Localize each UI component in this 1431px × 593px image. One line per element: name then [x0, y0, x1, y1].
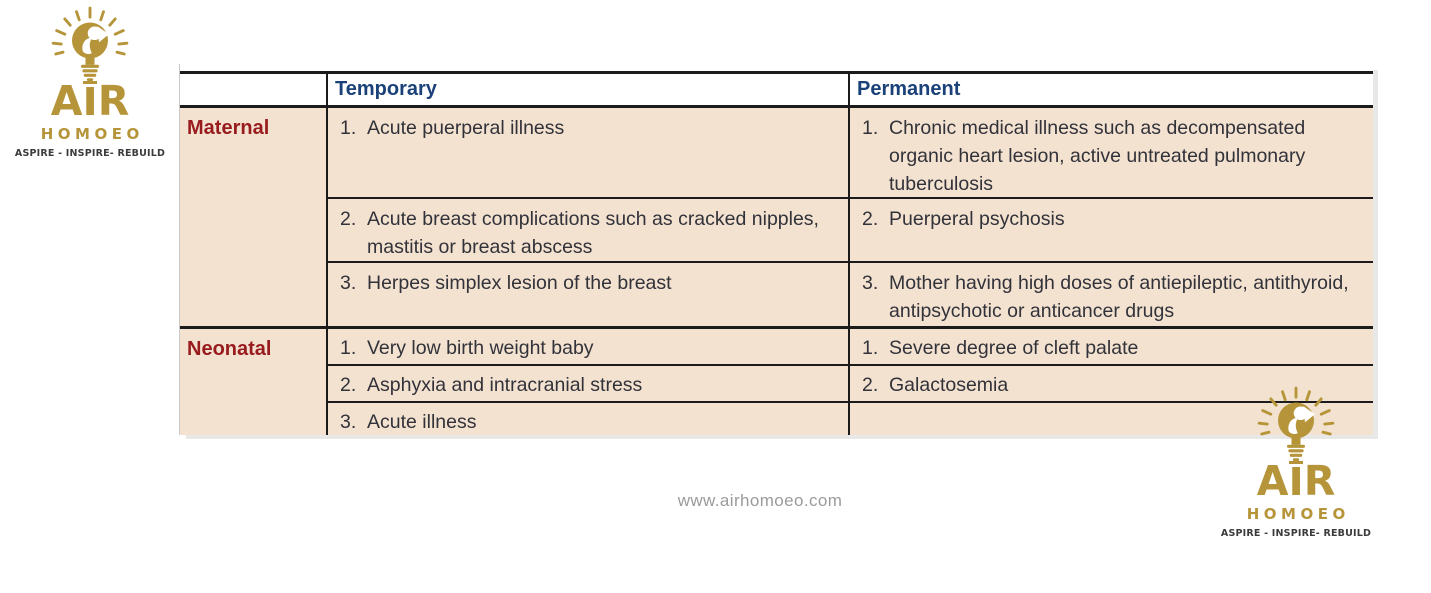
brand-subname: HOMOEO	[40, 125, 144, 143]
row-label-neonatal: Neonatal	[180, 329, 326, 435]
brand-name: AIR	[1256, 457, 1336, 505]
i-bar-decoration	[1289, 461, 1303, 467]
cell-maternal-temporary-1: 1. Acute puerperal illness	[326, 108, 848, 199]
brand-logo-top-left: AIR HOMOEO ASPIRE - INSPIRE- REBUILD	[15, 6, 165, 159]
list-number: 3.	[340, 411, 357, 433]
cell-text: Puerperal psychosis	[889, 208, 1065, 230]
cell-neonatal-permanent-1: 1. Severe degree of cleft palate	[848, 329, 1373, 366]
cell-neonatal-temporary-3: 3. Acute illness	[326, 403, 848, 435]
cell-maternal-permanent-1: 1. Chronic medical illness such as decom…	[848, 108, 1373, 199]
list-number: 2.	[862, 208, 879, 230]
cell-text: Mother having high doses of antiepilepti…	[889, 272, 1349, 322]
cell-text: Acute puerperal illness	[367, 117, 565, 139]
list-number: 1.	[862, 117, 879, 139]
row-label-maternal: Maternal	[180, 108, 326, 329]
list-number: 1.	[340, 117, 357, 139]
brand-subname: HOMOEO	[1246, 505, 1350, 523]
i-bar-decoration	[83, 81, 97, 87]
list-number: 1.	[340, 337, 357, 359]
lightbulb-icon	[51, 6, 129, 81]
cell-neonatal-temporary-2: 2. Asphyxia and intracranial stress	[326, 366, 848, 403]
brand-tagline: ASPIRE - INSPIRE- REBUILD	[14, 148, 166, 159]
cell-maternal-temporary-3: 3. Herpes simplex lesion of the breast	[326, 263, 848, 329]
list-number: 3.	[862, 272, 879, 294]
cell-text: Very low birth weight baby	[367, 337, 594, 359]
list-number: 2.	[862, 374, 879, 396]
list-number: 3.	[340, 272, 357, 294]
cell-text: Severe degree of cleft palate	[889, 337, 1139, 359]
cell-text: Asphyxia and intracranial stress	[367, 374, 643, 396]
brand-name: AIR	[50, 77, 130, 125]
cell-text: Galactosemia	[889, 374, 1009, 396]
lightbulb-icon	[1257, 386, 1335, 461]
cell-neonatal-temporary-1: 1. Very low birth weight baby	[326, 329, 848, 366]
header-cell-permanent: Permanent	[848, 74, 1373, 108]
cell-text: Herpes simplex lesion of the breast	[367, 272, 672, 294]
comparison-table-card: Temporary Permanent Maternal 1. Acute pu…	[179, 64, 1373, 435]
website-url: www.airhomoeo.com	[677, 491, 843, 510]
header-cell-empty	[180, 74, 326, 108]
list-number: 2.	[340, 374, 357, 396]
list-number: 1.	[862, 337, 879, 359]
cell-maternal-permanent-2: 2. Puerperal psychosis	[848, 199, 1373, 263]
cell-maternal-permanent-3: 3. Mother having high doses of antiepile…	[848, 263, 1373, 329]
cell-text: Acute breast complications such as crack…	[367, 208, 819, 258]
brand-tagline: ASPIRE - INSPIRE- REBUILD	[1220, 528, 1372, 539]
list-number: 2.	[340, 208, 357, 230]
breastfeeding-contraindications-table: Temporary Permanent Maternal 1. Acute pu…	[180, 71, 1373, 435]
header-cell-temporary: Temporary	[326, 74, 848, 108]
cell-text: Acute illness	[367, 411, 477, 433]
brand-logo-bottom-right: AIR HOMOEO ASPIRE - INSPIRE- REBUILD	[1221, 386, 1371, 539]
cell-text: Chronic medical illness such as decompen…	[889, 117, 1306, 195]
cell-maternal-temporary-2: 2. Acute breast complications such as cr…	[326, 199, 848, 263]
